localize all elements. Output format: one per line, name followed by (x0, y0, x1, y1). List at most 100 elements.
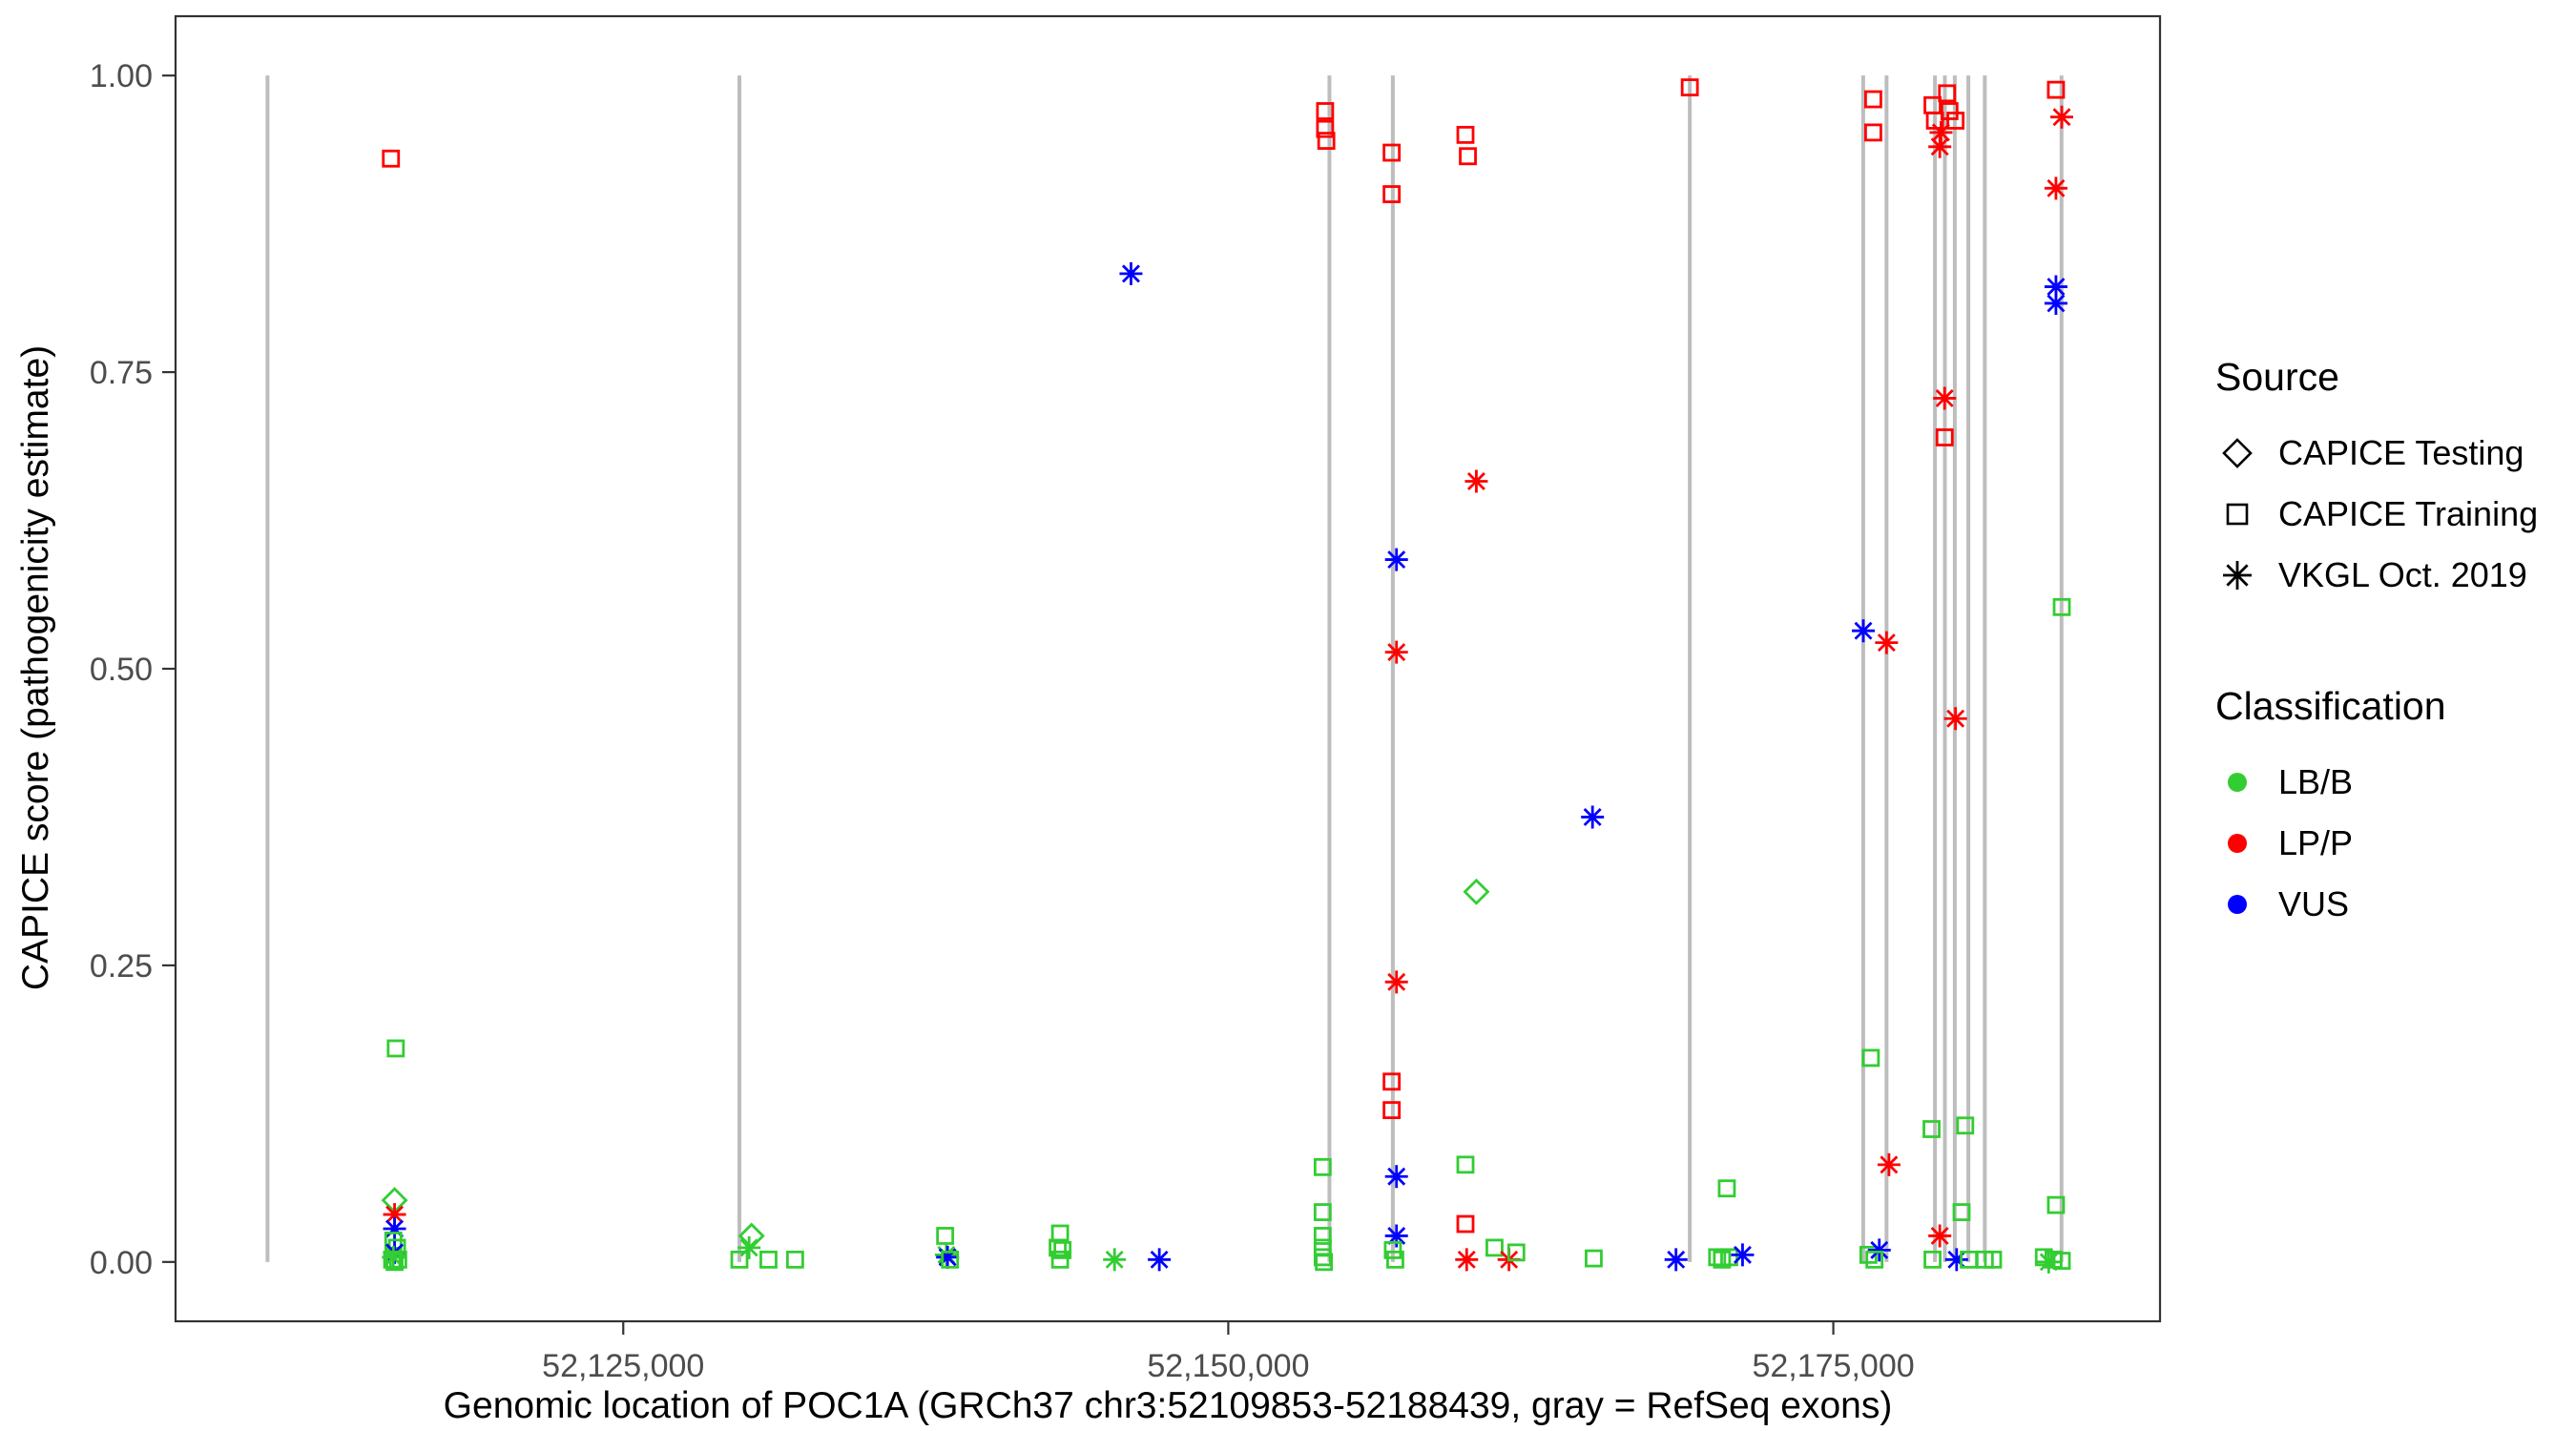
legend-label-vkgl: VKGL Oct. 2019 (2278, 555, 2527, 594)
vus-dot-icon (2228, 895, 2247, 914)
data-point (1585, 1249, 1603, 1268)
data-point (2044, 275, 2067, 299)
data-point (1720, 1248, 1738, 1267)
y-tick-label: 0.75 (90, 355, 153, 391)
data-point (1384, 548, 1408, 571)
data-point (1465, 469, 1488, 493)
legend-item-capice-testing: CAPICE Testing (2215, 423, 2568, 484)
data-point (383, 1217, 406, 1240)
data-point (1456, 1214, 1475, 1234)
data-point (1313, 1157, 1332, 1176)
data-point (1463, 878, 1490, 905)
legend-item-capice-training: CAPICE Training (2215, 484, 2568, 545)
x-tick-label: 52,175,000 (1752, 1348, 1914, 1384)
data-point (1943, 707, 1967, 731)
data-point (1049, 1238, 1067, 1257)
y-tick-label: 1.00 (90, 58, 153, 94)
data-point (1313, 1203, 1332, 1221)
data-point (1148, 1248, 1172, 1272)
data-point (1456, 125, 1475, 144)
legend-label-capice-testing: CAPICE Testing (2278, 433, 2524, 472)
data-point (1119, 261, 1143, 285)
diamond-icon (2222, 438, 2253, 468)
data-point (1875, 631, 1899, 654)
data-point (1929, 120, 1953, 144)
y-tick-label: 0.00 (90, 1245, 153, 1281)
legend: Source CAPICE Testing CAPICE Training VK… (2215, 355, 2568, 935)
data-point (730, 1250, 749, 1269)
data-point (1459, 147, 1477, 166)
data-point (1103, 1248, 1127, 1272)
panel-border (174, 14, 2162, 1323)
data-point (1944, 1248, 1968, 1272)
x-axis-title: Genomic location of POC1A (GRCh37 chr3:5… (443, 1385, 1893, 1426)
data-point (1456, 1155, 1475, 1174)
data-point (1485, 1238, 1504, 1257)
data-point (1053, 1240, 1072, 1259)
legend-source-title: Source (2215, 355, 2339, 399)
data-point (1923, 1250, 1942, 1269)
lpp-dot-icon (2228, 834, 2247, 853)
data-point (1935, 428, 1954, 446)
data-point (2046, 1195, 2066, 1214)
data-point (1384, 970, 1408, 994)
data-point (386, 1039, 405, 1058)
y-axis-title: CAPICE score (pathogenicity estimate) (15, 344, 56, 991)
data-point (1708, 1248, 1727, 1267)
lbb-dot-icon (2228, 773, 2247, 792)
legend-gap (2215, 606, 2568, 684)
legend-label-capice-training: CAPICE Training (2278, 494, 2539, 533)
legend-classification-title: Classification (2215, 684, 2446, 728)
data-point (383, 1203, 406, 1227)
data-point (1984, 1250, 2003, 1269)
square-icon (2226, 503, 2249, 526)
data-point (2046, 80, 2066, 99)
data-point (1717, 1179, 1736, 1198)
data-point (1933, 386, 1957, 410)
legend-group-source: Source CAPICE Testing CAPICE Training VK… (2215, 355, 2568, 606)
data-point (2044, 291, 2067, 315)
data-point (737, 1235, 761, 1259)
data-point (1731, 1243, 1755, 1267)
data-point (936, 1245, 960, 1269)
legend-label-lbb: LB/B (2278, 762, 2354, 801)
data-point (1384, 1224, 1408, 1248)
data-point (1050, 1250, 1070, 1269)
data-point (1384, 640, 1408, 664)
data-point (1928, 1224, 1952, 1248)
data-point (1864, 123, 1882, 142)
legend-item-vus: VUS (2215, 874, 2568, 935)
data-point (1877, 1152, 1901, 1176)
data-point (388, 1250, 407, 1269)
data-point (1315, 1253, 1334, 1272)
legend-group-classification: Classification LB/B LP/P VUS (2215, 684, 2568, 935)
data-point (1382, 143, 1402, 162)
data-point (941, 1250, 960, 1269)
data-point (2050, 105, 2074, 129)
data-point (1946, 112, 1965, 130)
data-point (1867, 1238, 1891, 1262)
data-point (2034, 1248, 2053, 1267)
y-tick-label: 0.50 (90, 652, 153, 688)
data-point (2037, 1250, 2061, 1274)
data-point (1864, 90, 1882, 109)
data-point (1317, 132, 1336, 150)
asterisk-icon (2223, 561, 2252, 590)
y-tick-label: 0.25 (90, 948, 153, 985)
data-point (1956, 1116, 1975, 1135)
data-point (382, 1245, 405, 1269)
data-point (1455, 1248, 1479, 1272)
legend-item-lpp: LP/P (2215, 813, 2568, 874)
data-point (385, 1253, 404, 1272)
data-point (1952, 1203, 1971, 1221)
data-point (1928, 135, 1952, 158)
data-point (2052, 597, 2071, 616)
legend-label-vus: VUS (2278, 884, 2350, 923)
legend-item-lbb: LB/B (2215, 752, 2568, 813)
data-point (1382, 185, 1402, 203)
x-tick-label: 52,125,000 (542, 1348, 704, 1384)
data-point (785, 1250, 804, 1269)
data-point (1506, 1243, 1526, 1262)
data-point (1852, 619, 1876, 643)
